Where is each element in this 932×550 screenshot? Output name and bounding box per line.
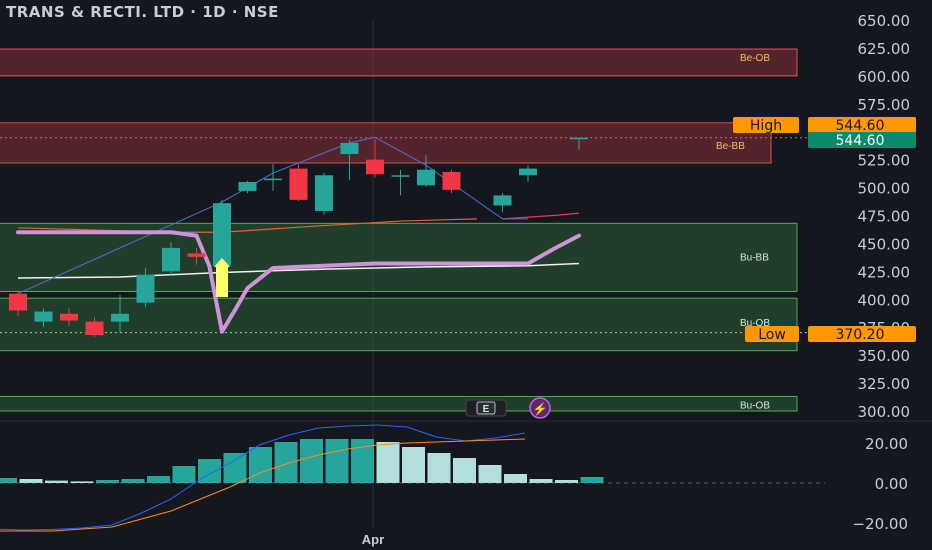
histogram-bar (249, 447, 272, 483)
histogram-bar (351, 439, 374, 483)
last-price-text: 544.60 (836, 133, 885, 149)
candle-body (238, 181, 257, 191)
price-axis-tick: 525.00 (858, 152, 911, 170)
earnings-icon (476, 401, 496, 415)
price-axis-tick: 325.00 (858, 375, 911, 393)
low-value-box (808, 326, 916, 342)
candle-body (340, 142, 359, 155)
last-price-box (808, 132, 916, 148)
price-axis-tick: 350.00 (858, 347, 911, 365)
price-axis-tick: 500.00 (858, 180, 911, 198)
histogram-bar (121, 479, 145, 483)
candle-body (60, 313, 78, 321)
osc-axis-tick: 0.00 (875, 475, 908, 493)
histogram-bar (96, 480, 119, 483)
histogram-bar (376, 442, 400, 483)
candle-body (442, 171, 461, 190)
price-axis-tick: 625.00 (858, 40, 911, 58)
high-value-box (808, 117, 916, 133)
x-axis-tick-apr: Apr (362, 532, 384, 547)
zone-label: Bu-BB (740, 252, 769, 263)
earnings-badge-text: E (483, 404, 490, 415)
osc-axis-tick: −20.00 (852, 515, 908, 533)
histogram-bar (453, 458, 476, 483)
candle-body (315, 175, 333, 212)
candle-body (213, 203, 231, 266)
candle-body (289, 168, 308, 200)
histogram-bar (402, 447, 425, 483)
bullish-zone (0, 222, 798, 292)
histogram-bar (555, 480, 578, 483)
histogram-bar (147, 476, 170, 483)
histogram-bar (529, 479, 553, 483)
lightning-icon (529, 397, 551, 419)
low-value-text: 370.20 (836, 327, 885, 343)
candle-body (417, 169, 435, 186)
zone-label: Be-BB (716, 141, 745, 152)
histogram-bar (274, 442, 298, 483)
histogram-bar (300, 439, 323, 483)
ema-red-line (502, 212, 580, 220)
lightning-icon-glyph: ⚡ (533, 402, 548, 416)
high-value-text: 544.60 (836, 118, 885, 134)
zone-label: Bu-OB (740, 400, 770, 411)
price-axis-tick: 450.00 (858, 235, 911, 253)
last-price-tag: 544.60 (808, 132, 916, 149)
histogram-bar (198, 459, 221, 483)
signal-line (0, 438, 526, 532)
candle-body (162, 247, 180, 272)
histogram-bar (70, 481, 94, 483)
candle-body (493, 195, 512, 206)
price-axis-tick: 300.00 (858, 403, 911, 421)
candle-body (391, 175, 410, 177)
trend-line (17, 136, 528, 295)
histogram-bar (223, 453, 247, 483)
histogram-bar (427, 453, 451, 483)
histogram-bar (478, 465, 502, 483)
ema-white-line (17, 262, 580, 279)
price-axis-tick: 425.00 (858, 263, 911, 281)
low-label-box (745, 326, 799, 342)
price-axis-tick: 475.00 (858, 208, 911, 226)
buy-arrow-shaft (216, 265, 228, 298)
earnings-badge: E ⚡ (465, 397, 551, 419)
buy-arrow-head (214, 257, 230, 267)
histogram-bar (172, 466, 196, 483)
histogram-bar (19, 479, 43, 483)
price-axis-tick: 400.00 (858, 291, 911, 309)
low-label-text: Low (758, 327, 786, 343)
high-label-box (733, 117, 799, 133)
low-tag: Low 370.20 (745, 326, 916, 343)
high-tag: High 544.60 (733, 117, 916, 134)
osc-axis-tick: 20.00 (865, 435, 908, 453)
histogram-bar (45, 480, 68, 483)
purple-indicator-line (16, 230, 581, 334)
candle-body (366, 159, 384, 175)
price-axis-tick: 575.00 (858, 96, 911, 114)
candle-body (34, 311, 53, 322)
histogram-bar (0, 478, 17, 483)
zone-label: Be-OB (740, 53, 770, 64)
bullish-zone (0, 395, 798, 412)
bullish-zone (0, 297, 798, 352)
candle-body (187, 253, 206, 257)
bearish-zone (0, 48, 798, 77)
price-axis-tick: 600.00 (858, 68, 911, 86)
candle-body (85, 321, 104, 336)
candle-body (9, 293, 27, 311)
candle-body (570, 137, 588, 140)
chart-title: TRANS & RECTI. LTD · 1D · NSE (6, 3, 279, 21)
price-axis-tick: 650.00 (858, 12, 911, 30)
candle-body (136, 274, 155, 303)
macd-line (0, 424, 526, 531)
zone-label: Bu-OB (740, 318, 770, 329)
candle-body (264, 178, 282, 181)
histogram-bar (325, 439, 349, 483)
high-label-text: High (750, 118, 782, 134)
histogram-bar (504, 474, 527, 483)
candle-body (111, 313, 129, 322)
histogram-bar (580, 477, 604, 483)
candle-body (519, 168, 537, 176)
